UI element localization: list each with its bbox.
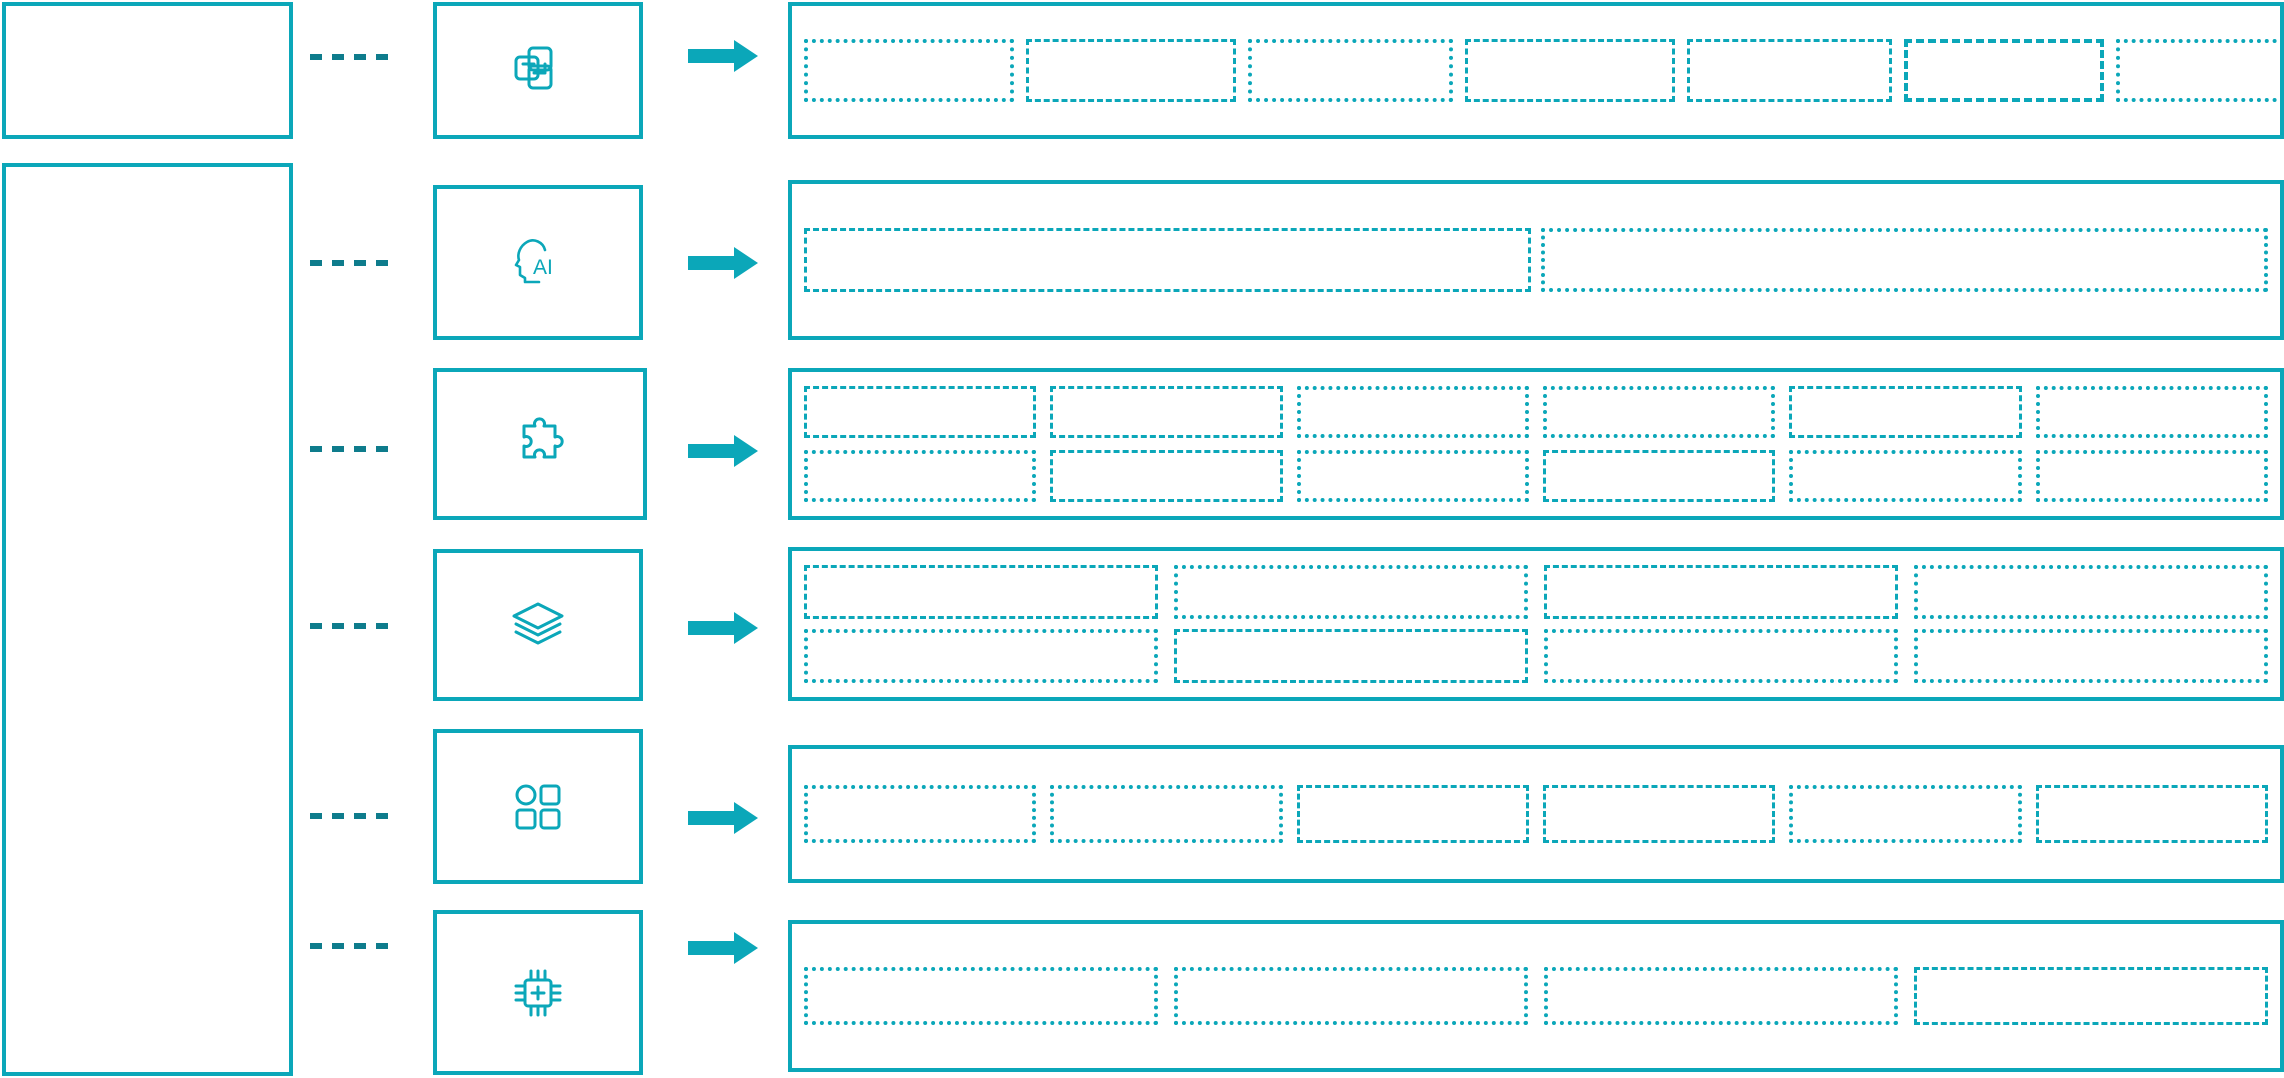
content-panel-row-2 (788, 180, 2284, 340)
ai-icon-label: AI (533, 256, 553, 279)
header-title-box[interactable] (2, 2, 293, 139)
content-panel-row-5 (788, 745, 2284, 883)
connector-dashed-row-1 (310, 54, 392, 60)
placeholder-slot[interactable] (804, 450, 1037, 502)
placeholder-slot[interactable] (1174, 565, 1528, 619)
connector-dashed-row-4 (310, 623, 392, 629)
placeholder-slot[interactable] (2116, 39, 2280, 102)
icon-tile-row-4[interactable] (433, 549, 643, 701)
placeholder-slot[interactable] (1687, 39, 1892, 102)
content-panel-row-1 (788, 2, 2284, 139)
connector-dashed-row-3 (310, 446, 392, 452)
placeholder-slot[interactable] (1544, 967, 1898, 1025)
placeholder-slot[interactable] (1296, 386, 1529, 438)
connector-dashed-row-5 (310, 813, 392, 819)
placeholder-slot[interactable] (1914, 629, 2268, 683)
icon-tile-row-6[interactable] (433, 910, 643, 1075)
placeholder-slot[interactable] (1542, 450, 1776, 502)
placeholder-slot[interactable] (804, 785, 1037, 843)
placeholder-slot[interactable] (1296, 450, 1529, 502)
apps-grid-icon (512, 781, 564, 833)
placeholder-slot[interactable] (804, 228, 1531, 292)
placeholder-slot[interactable] (2035, 785, 2268, 843)
icon-tile-row-2[interactable]: AI (433, 185, 643, 340)
placeholder-slot[interactable] (1789, 450, 2022, 502)
placeholder-slot[interactable] (1050, 785, 1283, 843)
content-panel-row-3 (788, 368, 2284, 520)
placeholder-slot[interactable] (1542, 785, 1776, 843)
placeholder-slot[interactable] (1914, 565, 2268, 619)
flow-arrow-row-4 (688, 612, 758, 644)
placeholder-slot[interactable] (1904, 39, 2104, 102)
connector-dashed-row-6 (310, 943, 392, 949)
placeholder-slot[interactable] (1026, 39, 1236, 102)
content-panel-row-4 (788, 547, 2284, 701)
placeholder-slot[interactable] (1789, 386, 2022, 438)
placeholder-slot[interactable] (804, 565, 1158, 619)
placeholder-slot[interactable] (804, 386, 1037, 438)
placeholder-slot[interactable] (2035, 386, 2268, 438)
placeholder-slot[interactable] (1542, 386, 1776, 438)
flow-arrow-row-1 (688, 40, 758, 72)
placeholder-slot[interactable] (804, 629, 1158, 683)
placeholder-slot[interactable] (1789, 785, 2022, 843)
connector-dashed-row-2 (310, 260, 392, 266)
content-panel-row-6 (788, 920, 2284, 1072)
placeholder-slot[interactable] (804, 967, 1158, 1025)
overlapping-windows-icon (511, 44, 565, 98)
placeholder-slot[interactable] (1248, 39, 1453, 102)
flow-arrow-row-2 (688, 247, 758, 279)
flow-arrow-row-6 (688, 932, 758, 964)
placeholder-slot[interactable] (1544, 629, 1898, 683)
placeholder-slot[interactable] (2035, 450, 2268, 502)
icon-tile-row-5[interactable] (433, 729, 643, 884)
placeholder-slot[interactable] (1174, 967, 1528, 1025)
placeholder-slot[interactable] (1296, 785, 1529, 843)
placeholder-slot[interactable] (1544, 565, 1898, 619)
cpu-chip-plus-icon (510, 965, 566, 1021)
placeholder-slot[interactable] (1050, 386, 1283, 438)
layers-stack-icon (510, 599, 566, 651)
flow-arrow-row-5 (688, 802, 758, 834)
placeholder-slot[interactable] (1541, 228, 2268, 292)
placeholder-slot[interactable] (1050, 450, 1283, 502)
ai-head-icon: AI (509, 234, 567, 292)
puzzle-piece-icon (512, 416, 568, 472)
placeholder-slot[interactable] (1465, 39, 1675, 102)
icon-tile-row-3[interactable] (433, 368, 647, 520)
placeholder-slot[interactable] (804, 39, 1014, 102)
placeholder-slot[interactable] (1914, 967, 2268, 1025)
placeholder-slot[interactable] (1174, 629, 1528, 683)
body-content-box[interactable] (2, 163, 293, 1076)
flow-arrow-row-3 (688, 435, 758, 467)
icon-tile-row-1[interactable] (433, 2, 643, 139)
